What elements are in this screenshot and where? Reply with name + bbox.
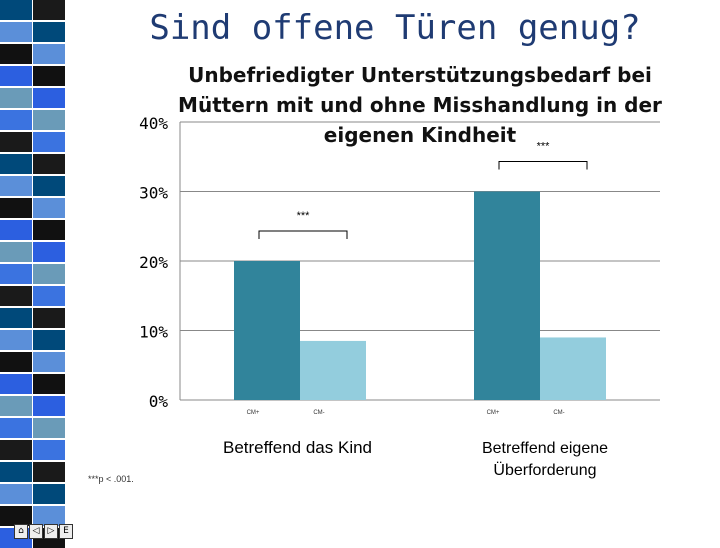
stripe-block (0, 484, 32, 504)
next-icon[interactable]: ▷ (44, 524, 58, 539)
bar (540, 337, 606, 400)
stripe-block (33, 264, 65, 284)
stripe-block (33, 396, 65, 416)
y-tick-label: 30% (139, 184, 168, 203)
stripe-block (0, 308, 32, 328)
stripe-block (33, 330, 65, 350)
stripe-block (33, 242, 65, 262)
stripe-block (33, 462, 65, 482)
stripe-block (0, 330, 32, 350)
stripe-block (0, 418, 32, 438)
stripe-block (33, 220, 65, 240)
y-tick-label: 20% (139, 253, 168, 272)
stripe-block (0, 198, 32, 218)
stripe-block (33, 88, 65, 108)
stripe-block (33, 0, 65, 20)
stripe-block (0, 286, 32, 306)
significance-bracket (498, 161, 588, 170)
prev-icon[interactable]: ◁ (29, 524, 43, 539)
stripe-block (33, 154, 65, 174)
stripe-block (33, 374, 65, 394)
y-tick-label: 0% (149, 392, 169, 411)
y-tick-label: 40% (139, 114, 168, 133)
significance-marker: *** (297, 210, 311, 222)
stripe-block (0, 462, 32, 482)
slide-navigation: ⌂ ◁ ▷ E (14, 524, 73, 540)
stripe-block (0, 22, 32, 42)
y-tick-label: 10% (139, 323, 168, 342)
stripe-block (33, 506, 65, 526)
stripe-block (33, 352, 65, 372)
stripe-block (33, 176, 65, 196)
stripe-block (0, 176, 32, 196)
decorative-stripe (0, 0, 66, 548)
stripe-block (33, 418, 65, 438)
significance-marker: *** (537, 141, 551, 153)
end-icon[interactable]: E (59, 524, 73, 539)
chart-title: Unbefriedigter Unterstützungsbedarf bei … (178, 63, 662, 147)
stripe-block (0, 110, 32, 130)
bar-label: CM- (553, 410, 564, 416)
category-label-1: Betreffend eigene Überforderung (481, 440, 609, 479)
stripe-block (33, 132, 65, 152)
stripe-block (33, 484, 65, 504)
slide-title: Sind offene Türen genug? (149, 8, 641, 48)
stripe-block (0, 396, 32, 416)
bar-label: CM+ (487, 410, 500, 416)
stripe-block (33, 198, 65, 218)
home-icon[interactable]: ⌂ (14, 524, 28, 539)
stripe-block (0, 440, 32, 460)
stripe-block (0, 154, 32, 174)
category-label-0: Betreffend das Kind (222, 438, 372, 457)
stripe-block (0, 88, 32, 108)
stripe-block (33, 110, 65, 130)
stripe-block (33, 286, 65, 306)
stripe-block (0, 264, 32, 284)
stripe-block (33, 44, 65, 64)
bar (300, 340, 366, 400)
stripe-block (0, 220, 32, 240)
bar (474, 191, 540, 400)
stripe-block (0, 506, 32, 526)
bar (234, 261, 300, 400)
significance-bracket (258, 230, 348, 239)
stripe-block (33, 440, 65, 460)
stripe-block (0, 374, 32, 394)
stripe-block (33, 22, 65, 42)
significance-note: ***p < .001. (88, 474, 134, 484)
bar-label: CM- (313, 410, 324, 416)
stripe-block (0, 66, 32, 86)
stripe-block (33, 308, 65, 328)
stripe-block (0, 132, 32, 152)
stripe-block (33, 66, 65, 86)
stripe-block (0, 44, 32, 64)
bar-label: CM+ (247, 410, 260, 416)
stripe-block (0, 352, 32, 372)
stripe-block (0, 0, 32, 20)
stripe-block (0, 242, 32, 262)
